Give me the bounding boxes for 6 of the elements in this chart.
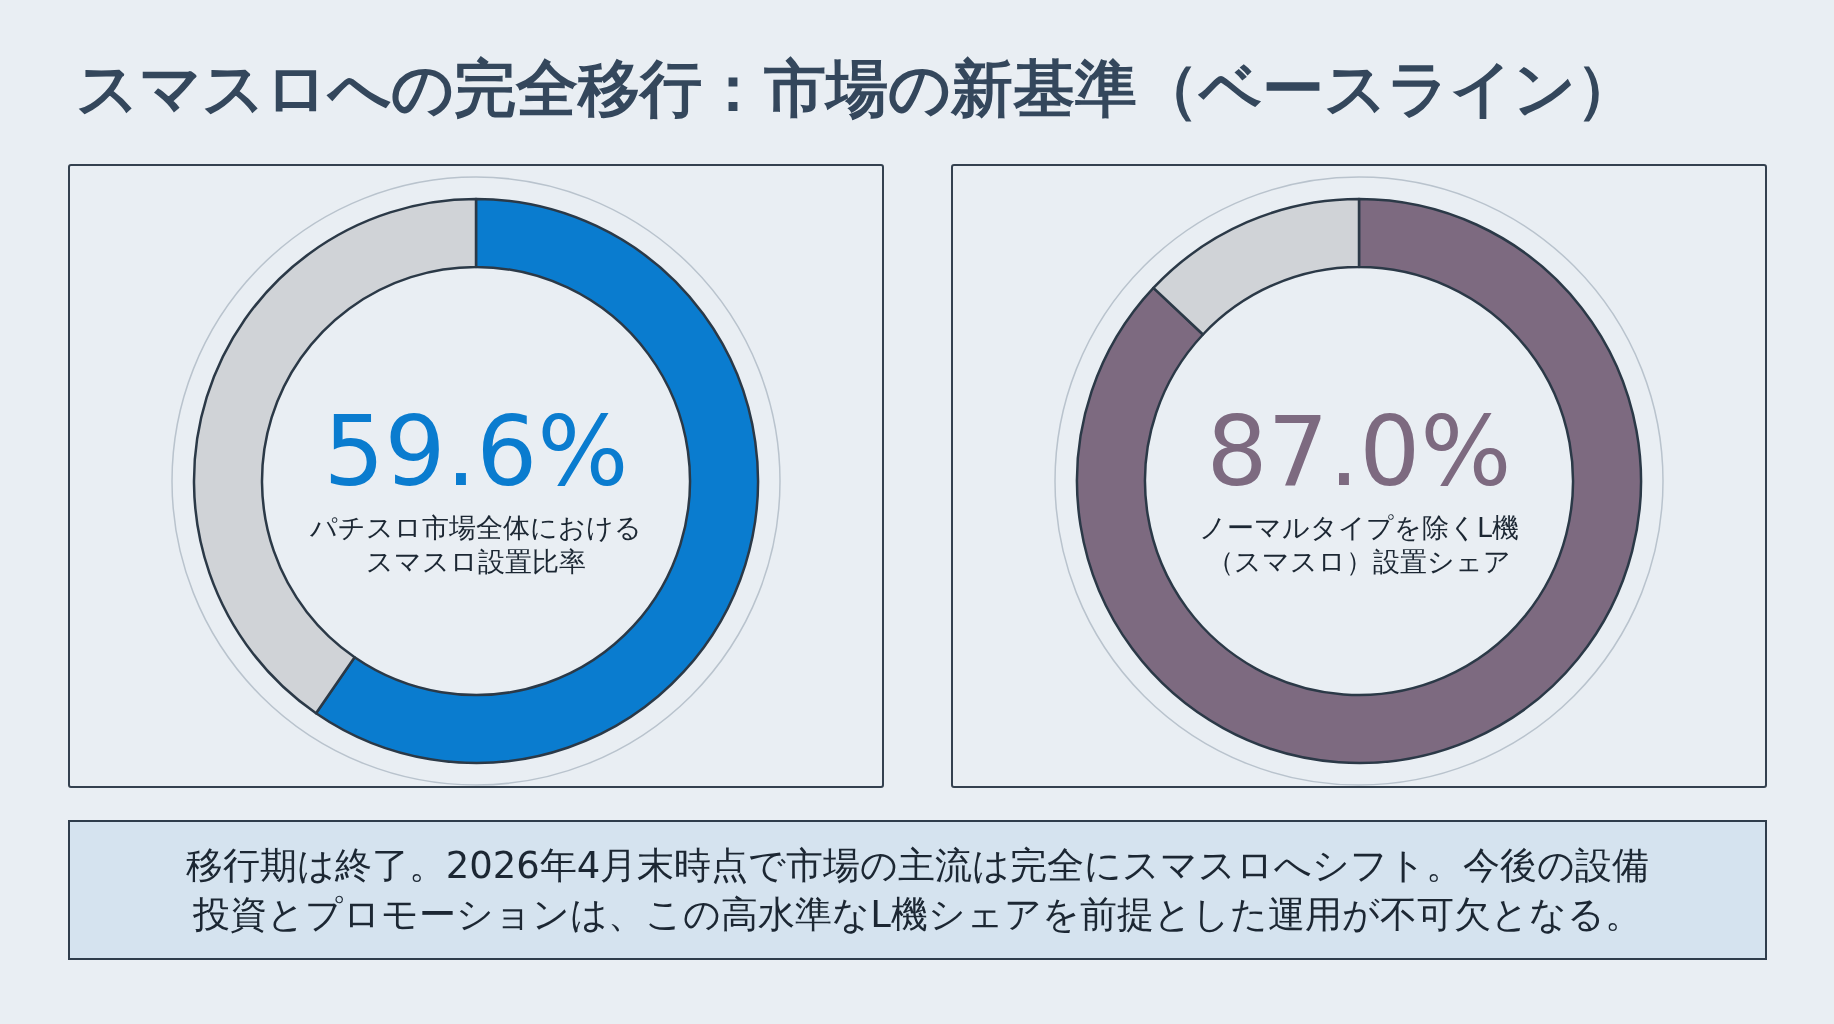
data-label: 87.0% <box>1206 396 1512 508</box>
text: ノーマルタイプを除くL機（スマスロ）設置シェア <box>1197 511 1520 579</box>
text: パチスロ市場全体におけるスマスロ設置比率 <box>310 511 642 579</box>
data-label: 59.6% <box>323 396 629 508</box>
text: 移行期は終了。2026年4月末時点で市場の主流は完全にスマスロへシフト。今後の設備投資とプロモーションは、この高水準なL機シェアを前提とした運用が不可欠となる。 <box>184 843 1651 938</box>
text: スマスロへの完全移行：市場の新基準（ベースライン） <box>76 52 1638 125</box>
